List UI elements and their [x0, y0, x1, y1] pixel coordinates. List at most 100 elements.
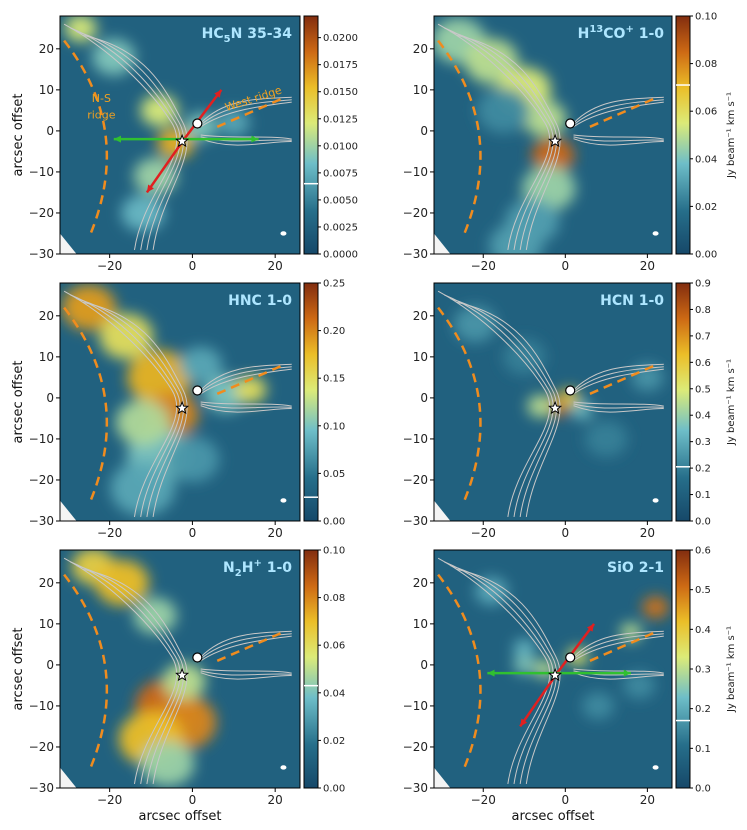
- y-tick-label: 0: [420, 124, 428, 138]
- x-axis-label: arcsec offset: [511, 809, 594, 824]
- colorbar-tick-label: 0.0025: [323, 222, 358, 233]
- colorbar-label: Jy beam⁻¹ km s⁻¹: [726, 92, 737, 179]
- contour-layer: [437, 557, 664, 784]
- contour-layer: [63, 557, 292, 784]
- emission-blob: [527, 394, 555, 418]
- contour-line: [444, 27, 554, 250]
- colorbar-tick-label: 0.0000: [323, 250, 358, 261]
- y-tick-label: 10: [413, 83, 428, 97]
- colorbar-tick-label: 0.9: [695, 279, 711, 290]
- emission-blob: [464, 38, 519, 84]
- y-tick-label: 20: [413, 576, 428, 590]
- panel-title: HC5N 35-34: [202, 26, 293, 45]
- emission-blob: [115, 399, 170, 446]
- y-tick-label: −10: [29, 165, 54, 179]
- y-tick-label: −20: [403, 206, 428, 220]
- blank-corner: [434, 767, 451, 788]
- colorbar-tick-label: 0.5: [695, 384, 711, 395]
- contour-line: [63, 290, 178, 517]
- contour-line: [76, 298, 185, 517]
- emission-blob: [165, 436, 220, 483]
- ns-ridge-line: [437, 573, 482, 773]
- y-tick-label: 0: [420, 391, 428, 405]
- contour-line: [450, 565, 558, 784]
- contour-line: [456, 34, 561, 250]
- contour-line: [76, 31, 185, 250]
- colorbar-tick-label: 0.10: [323, 421, 345, 432]
- colorbar: [675, 282, 691, 522]
- y-tick-label: −30: [29, 514, 54, 528]
- colorbar-tick-label: 0.02: [695, 202, 717, 213]
- blank-corner: [60, 500, 77, 521]
- y-tick-label: 10: [413, 617, 428, 631]
- star-marker: [175, 133, 190, 148]
- axes-frame: [433, 15, 673, 255]
- ns-ridge-line: [63, 306, 109, 506]
- x-tick-label: −20: [97, 793, 122, 807]
- beam-ellipse: [280, 765, 287, 770]
- star-marker: [547, 133, 563, 148]
- y-tick-label: −20: [403, 740, 428, 754]
- y-tick-label: −10: [403, 432, 428, 446]
- contour-line: [573, 635, 664, 674]
- colorbar-tick-label: 0.10: [695, 12, 717, 23]
- colorbar-tick-label: 0.0125: [323, 114, 358, 125]
- outflow-arrow-red-north: [556, 623, 596, 674]
- star-marker: [175, 400, 190, 415]
- colorbar-tick-label: 0.0175: [323, 60, 358, 71]
- emission-blob: [477, 87, 531, 133]
- contour-layer: [437, 23, 664, 250]
- y-tick-label: −30: [403, 247, 428, 261]
- plot-area: [434, 283, 672, 521]
- contour-line: [82, 301, 188, 517]
- colorbar-tick-label: 0.2: [695, 464, 711, 475]
- panel-n2h: −20 0 20 −30 −20 −10 0 10 20 arcsec offset arcsec …: [11, 546, 345, 825]
- emission-blob: [513, 655, 535, 674]
- plot-area: [434, 16, 672, 254]
- colorbar-tick-label: 0.0: [695, 517, 711, 528]
- outflow-arrow-green-west-head: [487, 669, 495, 677]
- contour-layer: [437, 290, 664, 517]
- plot-area: [434, 550, 672, 788]
- contour-line: [76, 565, 185, 784]
- west-ridge-line: [589, 630, 657, 662]
- x-tick-label: 20: [268, 526, 283, 540]
- y-tick-label: −30: [403, 781, 428, 795]
- colorbar-tick-label: 0.5: [695, 585, 711, 596]
- contour-line: [200, 96, 292, 146]
- axes-frame: [433, 549, 673, 789]
- colorbar-tick-label: 0.10: [323, 546, 345, 557]
- beam-ellipse: [652, 765, 659, 770]
- colorbar-label: Jy beam⁻¹ km s⁻¹: [726, 626, 737, 713]
- x-tick-label: 0: [189, 259, 197, 273]
- contour-line: [444, 561, 554, 784]
- y-tick-label: 10: [39, 617, 54, 631]
- y-tick-label: 20: [413, 42, 428, 56]
- colorbar-tick-label: 0.0150: [323, 87, 358, 98]
- contour-line: [70, 294, 181, 517]
- outflow-arrow-green-east-head: [623, 669, 631, 677]
- y-tick-label: 20: [39, 309, 54, 323]
- colorbar-tick-label: 0.06: [695, 107, 717, 118]
- y-tick-label: −20: [29, 473, 54, 487]
- y-axis-label: arcsec offset: [11, 360, 26, 443]
- outflow-arrow-red-south: [145, 138, 186, 194]
- x-tick-label: 0: [189, 526, 197, 540]
- colorbar: [675, 549, 691, 789]
- outflow-arrow-red-south: [519, 672, 559, 728]
- contour-line: [200, 633, 292, 676]
- contour-line: [573, 96, 664, 146]
- ns-ridge-line: [63, 573, 109, 773]
- colorbar-tick-label: 0.4: [695, 411, 711, 422]
- west-ridge-line: [589, 96, 657, 128]
- panel-title: HNC 1-0: [228, 293, 292, 309]
- colorbar-tick-label: 0.0050: [323, 195, 358, 206]
- y-tick-label: 10: [39, 350, 54, 364]
- star-marker: [175, 667, 190, 682]
- colorbar-tick-label: 0.04: [695, 154, 717, 165]
- colorbar-tick-label: 0.06: [323, 641, 345, 652]
- contour-line: [450, 31, 558, 250]
- emission-blob: [62, 284, 116, 331]
- axes-frame: [59, 15, 301, 255]
- source-circle-marker: [192, 385, 203, 396]
